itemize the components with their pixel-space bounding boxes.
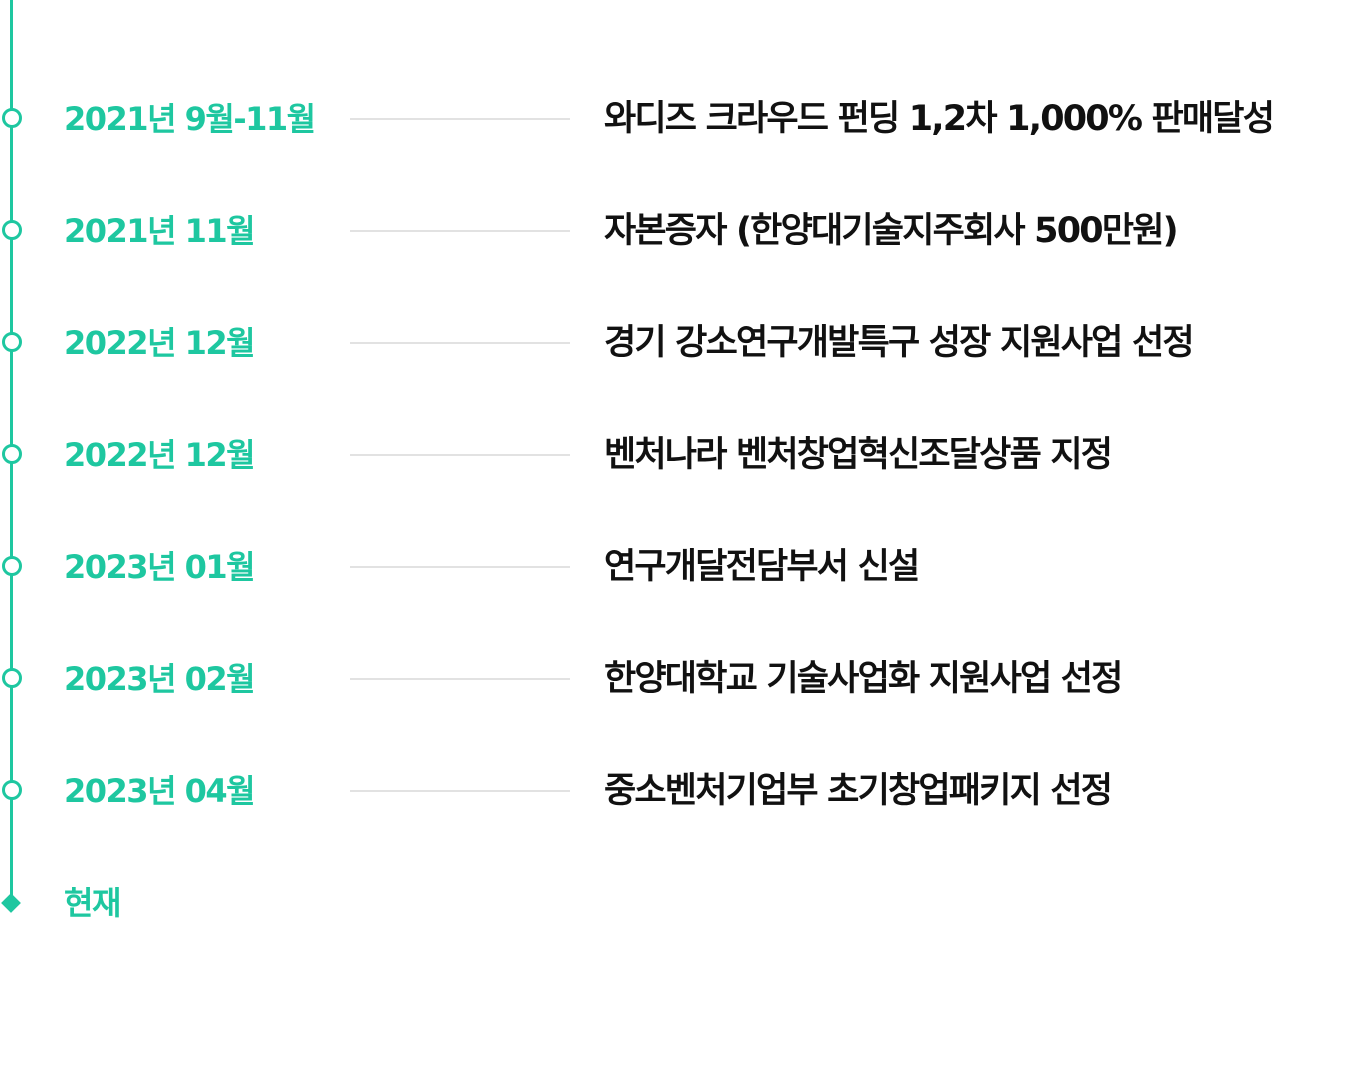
timeline-circle-icon: [2, 556, 22, 576]
timeline-circle-icon: [2, 332, 22, 352]
entry-date: 2023년 04월: [64, 772, 256, 810]
timeline-entry: 2022년 12월 경기 강소연구개발특구 성장 지원사업 선정: [0, 313, 1364, 373]
connector-line: [350, 118, 570, 120]
entry-event: 연구개달전담부서 신설: [604, 547, 920, 587]
timeline-entry: 2021년 9월-11월 와디즈 크라우드 펀딩 1,2차 1,000% 판매달…: [0, 89, 1364, 149]
entry-event: 한양대학교 기술사업화 지원사업 선정: [604, 659, 1123, 699]
current-label: 현재: [64, 884, 121, 922]
entry-date: 2022년 12월: [64, 436, 256, 474]
timeline-circle-icon: [2, 668, 22, 688]
connector-line: [350, 342, 570, 344]
timeline-circle-icon: [2, 108, 22, 128]
connector-line: [350, 566, 570, 568]
timeline-circle-icon: [2, 220, 22, 240]
connector-line: [350, 678, 570, 680]
timeline-circle-icon: [2, 444, 22, 464]
timeline-current: 현재: [0, 873, 1364, 933]
timeline-diamond-icon: [1, 893, 21, 913]
entry-event: 와디즈 크라우드 펀딩 1,2차 1,000% 판매달성: [604, 99, 1275, 139]
entry-event: 벤처나라 벤처창업혁신조달상품 지정: [604, 435, 1113, 475]
timeline-circle-icon: [2, 780, 22, 800]
entry-event: 중소벤처기업부 초기창업패키지 선정: [604, 771, 1113, 811]
entry-date: 2023년 01월: [64, 548, 256, 586]
connector-line: [350, 790, 570, 792]
entry-date: 2021년 11월: [64, 212, 256, 250]
timeline-entry: 2023년 02월 한양대학교 기술사업화 지원사업 선정: [0, 649, 1364, 709]
entry-event: 경기 강소연구개발특구 성장 지원사업 선정: [604, 323, 1195, 363]
entry-date: 2021년 9월-11월: [64, 100, 316, 138]
timeline-entry: 2023년 01월 연구개달전담부서 신설: [0, 537, 1364, 597]
connector-line: [350, 230, 570, 232]
entry-date: 2023년 02월: [64, 660, 256, 698]
timeline-entry: 2022년 12월 벤처나라 벤처창업혁신조달상품 지정: [0, 425, 1364, 485]
entry-event: 자본증자 (한양대기술지주회사 500만원): [604, 211, 1179, 251]
connector-line: [350, 454, 570, 456]
timeline-entry: 2021년 11월 자본증자 (한양대기술지주회사 500만원): [0, 201, 1364, 261]
entry-date: 2022년 12월: [64, 324, 256, 362]
timeline-entry: 2023년 04월 중소벤처기업부 초기창업패키지 선정: [0, 761, 1364, 821]
